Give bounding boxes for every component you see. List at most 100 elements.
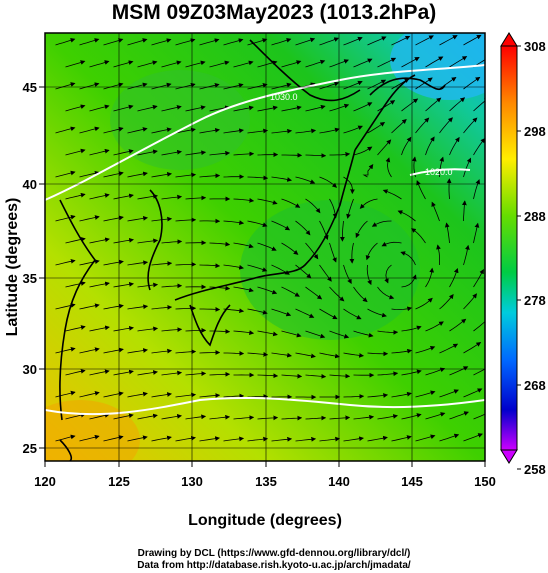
wind-arrow bbox=[319, 264, 332, 282]
wind-arrow bbox=[247, 394, 269, 399]
wind-arrow bbox=[473, 413, 485, 420]
wind-arrow bbox=[89, 60, 110, 68]
wind-arrow bbox=[103, 171, 124, 178]
wind-arrow bbox=[65, 412, 86, 420]
wind-arrow bbox=[199, 173, 221, 179]
wind-arrow bbox=[449, 366, 469, 376]
wind-arrow bbox=[353, 414, 375, 420]
wind-arrow bbox=[113, 193, 134, 200]
wind-arrow bbox=[161, 60, 182, 68]
wind-arrow bbox=[113, 369, 134, 376]
wind-arrow bbox=[415, 117, 430, 134]
wind-arrow bbox=[319, 37, 340, 46]
wind-arrow bbox=[103, 126, 124, 134]
wind-arrow bbox=[449, 136, 460, 156]
wind-arrow bbox=[103, 435, 124, 442]
wind-arrow bbox=[127, 435, 148, 442]
wind-arrow bbox=[391, 306, 413, 312]
wind-arrow bbox=[415, 390, 436, 398]
wind-arrow bbox=[271, 176, 292, 182]
wind-arrow bbox=[473, 179, 481, 200]
wind-arrow bbox=[295, 308, 315, 318]
wind-arrow bbox=[137, 60, 158, 68]
wind-arrow bbox=[103, 259, 124, 266]
wind-arrow bbox=[247, 308, 268, 315]
wind-arrow bbox=[463, 388, 483, 398]
wind-arrow bbox=[127, 216, 148, 222]
wind-arrow bbox=[439, 156, 444, 178]
wind-arrow bbox=[185, 371, 207, 376]
wind-arrow bbox=[209, 60, 230, 68]
wind-arrow bbox=[271, 82, 292, 90]
wind-arrow bbox=[79, 170, 100, 178]
wind-arrow bbox=[55, 346, 76, 354]
wind-arrow bbox=[185, 328, 207, 333]
wind-arrow bbox=[271, 308, 292, 317]
wind-arrow bbox=[199, 82, 220, 90]
wind-arrow bbox=[377, 371, 399, 377]
wind-arrow bbox=[55, 126, 76, 134]
wind-arrow bbox=[439, 35, 458, 46]
wind-arrow bbox=[367, 308, 387, 318]
data-source-line: Data from http://database.rish.kyoto-u.a… bbox=[137, 560, 411, 571]
wind-arrow bbox=[295, 128, 317, 134]
wind-arrow bbox=[137, 149, 158, 156]
wind-arrow bbox=[391, 391, 412, 398]
wind-arrow bbox=[353, 58, 373, 68]
wind-arrow bbox=[257, 415, 279, 421]
wind-arrow bbox=[79, 215, 100, 222]
wind-arrow bbox=[391, 348, 413, 354]
wind-arrow bbox=[377, 100, 396, 112]
wind-arrow bbox=[151, 392, 172, 398]
wind-arrow bbox=[185, 150, 207, 156]
wind-arrow bbox=[415, 297, 433, 310]
wind-arrow bbox=[371, 220, 392, 227]
wind-arrow bbox=[384, 264, 392, 284]
wind-arrow bbox=[55, 38, 76, 46]
wind-arrow bbox=[151, 261, 173, 266]
wind-arrow bbox=[381, 241, 402, 247]
wind-arrow bbox=[463, 34, 482, 46]
wind-arrow bbox=[295, 37, 316, 46]
wind-arrow bbox=[199, 307, 221, 312]
wind-arrow bbox=[305, 374, 327, 379]
wind-arrow bbox=[89, 413, 110, 420]
wind-arrow bbox=[305, 242, 319, 260]
wind-arrow bbox=[79, 259, 100, 266]
wind-arrow bbox=[425, 321, 444, 332]
colorbar-tick: 268 bbox=[524, 378, 546, 393]
wind-arrow bbox=[103, 347, 124, 354]
wind-arrow bbox=[161, 414, 182, 420]
wind-arrow bbox=[55, 214, 76, 222]
wind-arrow bbox=[353, 286, 368, 303]
wind-arrow bbox=[401, 413, 422, 420]
wind-arrow bbox=[55, 390, 76, 398]
wind-arrow bbox=[103, 38, 124, 46]
wind-arrow bbox=[151, 348, 173, 354]
wind-arrow bbox=[353, 146, 373, 156]
wind-arrow bbox=[103, 215, 124, 222]
wind-arrow bbox=[431, 201, 440, 222]
wind-arrow bbox=[462, 200, 467, 222]
wind-arrow bbox=[89, 193, 110, 200]
wind-arrow bbox=[209, 329, 231, 334]
colorbar-tick: 298 bbox=[524, 124, 546, 139]
wind-arrow bbox=[55, 170, 76, 178]
wind-arrow bbox=[449, 411, 469, 420]
wind-arrow bbox=[329, 415, 351, 421]
wind-arrow bbox=[367, 36, 387, 46]
wind-arrow bbox=[175, 82, 196, 90]
wind-arrow bbox=[385, 157, 392, 178]
wind-arrow bbox=[79, 303, 100, 310]
wind-arrow bbox=[257, 198, 278, 205]
wind-arrow bbox=[127, 260, 149, 266]
wind-arrow bbox=[137, 370, 158, 376]
wind-arrow bbox=[79, 434, 100, 442]
wind-arrow bbox=[367, 435, 388, 442]
wind-arrow bbox=[305, 104, 326, 112]
wind-arrow bbox=[281, 198, 301, 208]
wind-arrow bbox=[439, 117, 453, 134]
colorbar-tick: 278 bbox=[524, 293, 546, 308]
wind-arrow bbox=[319, 81, 340, 90]
wind-arrow bbox=[233, 151, 255, 157]
